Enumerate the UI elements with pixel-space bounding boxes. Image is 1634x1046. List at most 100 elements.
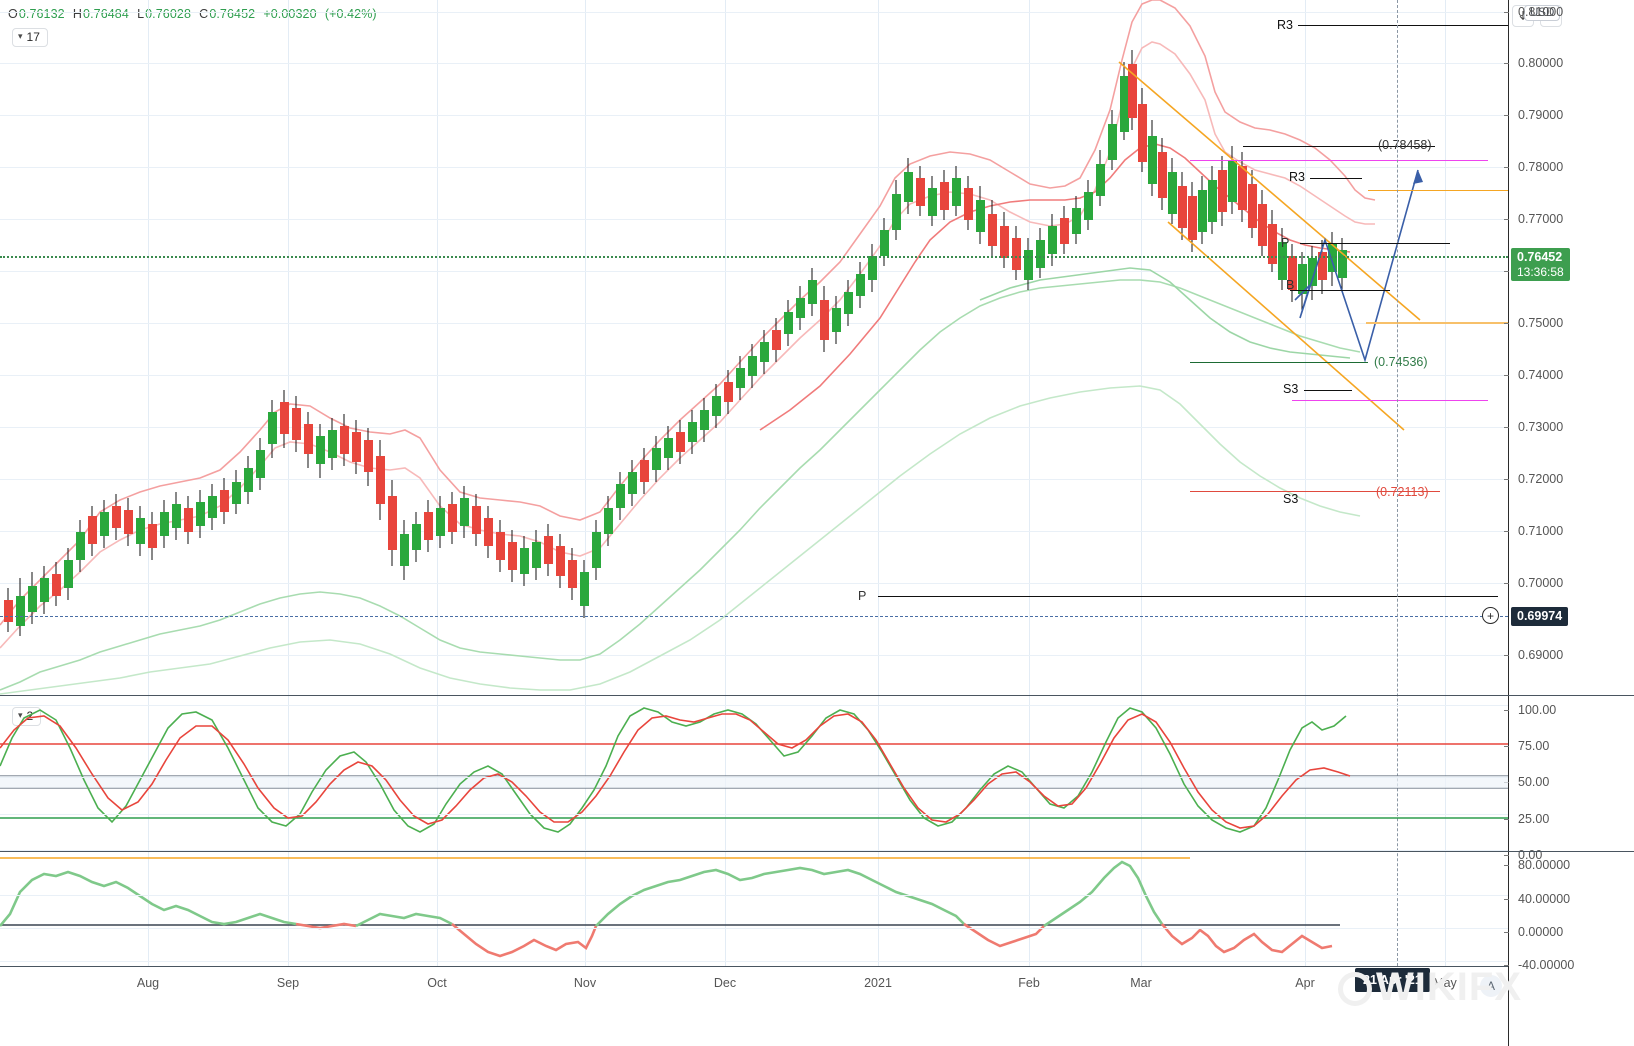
trendline-upper-orange xyxy=(1118,61,1421,321)
oscillator-tick: 50.00 xyxy=(1518,775,1550,789)
last-price-time: 13:36:58 xyxy=(1517,264,1564,279)
oscillator-tick: 75.00 xyxy=(1518,739,1550,753)
time-tick: Oct xyxy=(427,976,447,990)
ohlc-open-label: O xyxy=(8,7,18,21)
price-tick: 0.79000 xyxy=(1518,108,1564,122)
orange-level-lower xyxy=(1366,322,1508,324)
momentum-line-bullish-3 xyxy=(595,866,965,927)
momentum-panel xyxy=(0,857,1340,958)
momentum-tick: 40.00000 xyxy=(1518,892,1571,906)
time-scale[interactable]: Aug Sep Oct Nov Dec 2021 Feb Mar Apr May xyxy=(0,966,1508,996)
price-tick: 0.74000 xyxy=(1518,368,1564,382)
ohlc-high-label: H xyxy=(72,7,83,21)
projection-arrow-head xyxy=(1413,170,1423,184)
chevron-down-icon: ▾ xyxy=(18,709,23,720)
oscillator-tick: 25.00 xyxy=(1518,812,1550,826)
momentum-line-bearish-1 xyxy=(295,922,357,930)
pivot-price-value: 0.69974 xyxy=(1517,609,1563,623)
stochastic-panel xyxy=(0,707,1508,833)
time-tick: Sep xyxy=(276,976,300,990)
ohlc-low-label: L xyxy=(137,7,145,21)
annotation-label-r3-mid: R3 xyxy=(1289,170,1305,184)
momentum-line-bullish-1 xyxy=(0,870,297,927)
time-tick: Dec xyxy=(713,976,737,990)
annotation-label-s3-low: S3 xyxy=(1283,492,1299,506)
level-line-p-main xyxy=(878,596,1498,597)
momentum-line-bearish-2 xyxy=(451,923,598,958)
time-tick: Feb xyxy=(1018,976,1040,990)
price-tick: 0.81000 xyxy=(1518,5,1564,19)
momentum-tick: 0.00000 xyxy=(1518,925,1564,939)
ohlc-legend: O0.76132 H0.76484 L0.76028 C0.76452 +0.0… xyxy=(8,7,378,21)
ohlc-close-label: C xyxy=(199,7,209,21)
alert-button[interactable]: A xyxy=(1480,975,1502,997)
level-line-b xyxy=(1290,290,1390,291)
level-line-072113 xyxy=(1190,491,1440,492)
time-tick: Apr xyxy=(1295,976,1315,990)
main-panel-badge-label: 17 xyxy=(26,30,40,44)
pivot-price-tag[interactable]: 0.69974 xyxy=(1511,607,1569,626)
price-tick: 0.69000 xyxy=(1518,648,1564,662)
annotation-label-s3-mid: S3 xyxy=(1283,382,1299,396)
ohlc-close-value: 0.76452 xyxy=(209,7,256,21)
momentum-line-bearish-3 xyxy=(963,922,1045,948)
annotation-label-r3-top: R3 xyxy=(1277,18,1293,32)
current-date-marker xyxy=(1397,0,1398,966)
price-scale[interactable]: 0.81000 0.80000 0.79000 0.78000 0.77000 … xyxy=(1504,0,1634,1046)
level-line-s3-mid xyxy=(1304,390,1352,391)
main-panel-badge[interactable]: ▾ 17 xyxy=(12,28,48,47)
momentum-tick: 80.00000 xyxy=(1518,858,1571,872)
last-price-value: 0.76452 xyxy=(1517,250,1563,264)
green-moving-average xyxy=(979,267,1351,359)
annotation-label-078458: (0.78458) xyxy=(1378,138,1432,152)
close-price-dotted-line xyxy=(0,256,1508,258)
level-line-078458 xyxy=(1243,146,1435,147)
momentum-line-bearish-4 xyxy=(1161,923,1333,954)
annotation-label-p-mid: P xyxy=(1281,236,1290,250)
level-line-p-mid xyxy=(1300,243,1450,244)
level-line-r3-top xyxy=(1298,25,1508,26)
price-tick: 0.73000 xyxy=(1518,420,1564,434)
orange-level-upper xyxy=(1368,190,1508,191)
projection-path xyxy=(1294,169,1419,363)
change-percent: (+0.42%) xyxy=(324,7,377,21)
price-chart-canvas xyxy=(0,0,1423,695)
price-tick: 0.80000 xyxy=(1518,56,1564,70)
candle-bodies xyxy=(4,64,1347,626)
price-tick: 0.70000 xyxy=(1518,576,1564,590)
annotation-label-074536: (0.74536) xyxy=(1374,355,1428,369)
annotation-label-p-main: P xyxy=(858,589,867,603)
magenta-level-upper xyxy=(1190,160,1488,161)
last-price-tag[interactable]: 0.76452 13:36:58 xyxy=(1511,248,1570,281)
pivot-add-handle[interactable]: + xyxy=(1482,607,1499,624)
ohlc-low-value: 0.76028 xyxy=(145,7,192,21)
ohlc-open-value: 0.76132 xyxy=(18,7,65,21)
price-tick: 0.77000 xyxy=(1518,212,1564,226)
upper-envelope-band xyxy=(0,0,1376,626)
level-line-r3-mid xyxy=(1310,178,1362,179)
pivot-dashed-line xyxy=(0,616,1508,617)
oscillator-tick: 100.00 xyxy=(1518,703,1557,717)
annotation-label-072113: (0.72113) xyxy=(1376,485,1429,499)
currency-badge[interactable]: USD xyxy=(1524,5,1561,21)
time-tick: May xyxy=(1433,976,1457,990)
level-line-074536 xyxy=(1190,362,1368,363)
watermark: WIKIFX xyxy=(1338,965,1522,1010)
stochastic-d-line xyxy=(0,713,1351,829)
time-tick: 2021 xyxy=(864,976,892,990)
price-tick: 0.78000 xyxy=(1518,160,1564,174)
upper-envelope-band-2 xyxy=(0,41,1375,649)
chevron-down-icon: ▾ xyxy=(18,30,23,41)
time-tick: Aug xyxy=(136,976,160,990)
time-tick: Nov xyxy=(573,976,597,990)
annotation-label-b: B xyxy=(1286,278,1295,292)
magenta-level-lower xyxy=(1292,400,1488,401)
price-tick: 0.72000 xyxy=(1518,472,1564,486)
momentum-tick: -40.00000 xyxy=(1518,958,1575,972)
candlestick-series xyxy=(4,50,1347,636)
momentum-line-bullish-2 xyxy=(355,912,453,928)
stochastic-k-line xyxy=(0,707,1347,833)
price-tick: 0.71000 xyxy=(1518,524,1564,538)
watermark-ring-icon xyxy=(1338,972,1373,1006)
